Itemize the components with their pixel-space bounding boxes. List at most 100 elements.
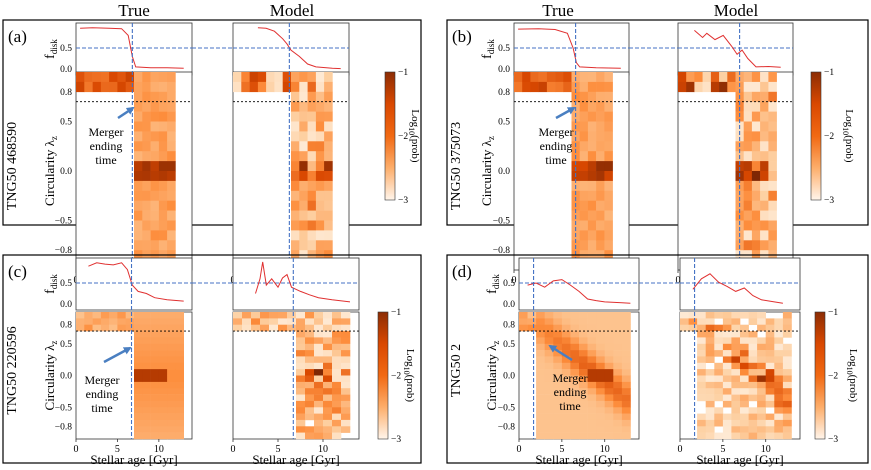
- heatmap-cell: [544, 312, 554, 319]
- heatmap-cell: [134, 111, 143, 122]
- heatmap-cell: [134, 419, 143, 427]
- heatmap-cell: [757, 426, 766, 433]
- heatmap-cell: [315, 230, 325, 241]
- heatmap-cell: [76, 324, 85, 332]
- heatmap-cell: [142, 350, 151, 357]
- heatmap-cell: [760, 180, 769, 192]
- heatmap-cell: [324, 220, 333, 231]
- heatmap-cell: [743, 190, 753, 201]
- heatmap-cell: [269, 318, 279, 325]
- heatmap-cell: [613, 350, 623, 357]
- heatmap-cell: [150, 381, 160, 389]
- heatmap-cell: [740, 432, 749, 440]
- heatmap-cell: [233, 81, 242, 93]
- heatmap-cell: [305, 312, 315, 319]
- heatmap-cell: [765, 350, 775, 357]
- heatmap-cell: [142, 141, 151, 152]
- heatmap-cell: [735, 190, 744, 201]
- heatmap-cell: [233, 72, 242, 83]
- heatmap-cell: [150, 121, 160, 132]
- heatmap-cell: [307, 171, 317, 182]
- panel-border: [2, 254, 422, 464]
- heatmap-cell: [768, 81, 777, 93]
- heatmap-cell: [142, 220, 151, 231]
- heatmap-cell: [570, 407, 580, 414]
- heatmap-cell: [740, 394, 749, 402]
- heatmap-cell: [751, 151, 761, 162]
- heatmap-cell: [604, 331, 614, 338]
- heatmap-cell: [299, 111, 308, 122]
- heatmap-cell: [768, 151, 777, 162]
- heatmap-cell: [748, 432, 758, 440]
- heatmap-cell: [680, 324, 689, 332]
- heatmap-cell: [705, 312, 715, 319]
- heatmap-cell: [314, 337, 324, 344]
- heatmap-cell: [570, 350, 580, 357]
- heatmap-cell: [621, 400, 631, 408]
- heatmap-cell: [307, 121, 317, 132]
- heatmap-cell: [740, 369, 749, 376]
- heatmap-cell: [697, 369, 706, 376]
- heatmap-cell: [315, 161, 325, 172]
- heatmap-cell: [553, 375, 563, 383]
- heatmap-cell: [92, 312, 102, 319]
- heatmap-cell: [544, 426, 554, 433]
- heatmap-cell: [142, 312, 151, 319]
- heatmap-cell: [782, 343, 792, 351]
- heatmap-cell: [150, 375, 160, 383]
- colorbar-tick-label: −2: [398, 132, 408, 142]
- x-axis-label: Stellar age [Gyr]: [696, 452, 783, 467]
- heatmap-cell: [751, 190, 761, 201]
- heatmap-cell: [740, 400, 749, 408]
- heatmap-cell: [134, 432, 143, 440]
- heatmap-cell: [688, 318, 698, 325]
- heatmap-cell: [305, 331, 315, 338]
- galaxy-label: TNG50 220596: [5, 326, 20, 414]
- heatmap-cell: [774, 413, 784, 421]
- heatmap-cell: [757, 375, 766, 383]
- heatmap-cell: [291, 151, 300, 162]
- heatmap-cell: [782, 356, 792, 363]
- heatmap-cell: [305, 318, 315, 325]
- heatmap-cell: [296, 388, 306, 395]
- heatmap-cell: [735, 161, 744, 172]
- heatmap-cell: [536, 331, 545, 338]
- heatmap-cell: [291, 190, 300, 201]
- heatmap-cell: [134, 413, 143, 421]
- heatmap-cell: [341, 324, 351, 332]
- heatmap-cell: [158, 356, 168, 363]
- heatmap-cell: [760, 220, 769, 231]
- heatmap-cell: [579, 230, 589, 241]
- heatmap-cell: [719, 81, 728, 93]
- heatmap-cell: [291, 200, 300, 211]
- heatmap-cell: [536, 350, 545, 357]
- fdisk-frame: [513, 22, 630, 76]
- heatmap-cell: [167, 324, 176, 332]
- colorbar-tick-label: −1: [391, 308, 401, 318]
- heatmap-cell: [604, 91, 613, 102]
- heatmap-cell: [538, 81, 548, 93]
- heatmap-cell: [768, 91, 777, 102]
- heatmap-cell: [314, 343, 324, 351]
- heatmap-cell: [167, 91, 176, 102]
- heatmap-cell: [727, 81, 736, 93]
- heatmap-cell: [697, 331, 706, 338]
- heatmap-cell: [774, 337, 784, 344]
- heatmap-cell: [167, 131, 176, 142]
- heatmap-cell: [751, 131, 761, 142]
- heatmap-cell: [570, 381, 580, 389]
- heatmap-cell: [596, 131, 605, 142]
- heatmap-cell: [596, 407, 605, 414]
- heatmap-cell: [519, 318, 528, 325]
- heatmap-cell: [299, 81, 308, 93]
- heatmap-cell: [332, 426, 342, 433]
- heatmap-cell: [731, 343, 741, 351]
- heatmap-cell: [341, 388, 351, 395]
- heatmap-cell: [296, 375, 306, 383]
- heatmap-cell: [323, 381, 333, 389]
- heatmap-cell: [782, 312, 792, 319]
- heatmap-cell: [544, 400, 554, 408]
- heatmap-cell: [579, 240, 589, 251]
- heatmap-cell: [134, 240, 143, 251]
- heatmap-cell: [579, 200, 589, 211]
